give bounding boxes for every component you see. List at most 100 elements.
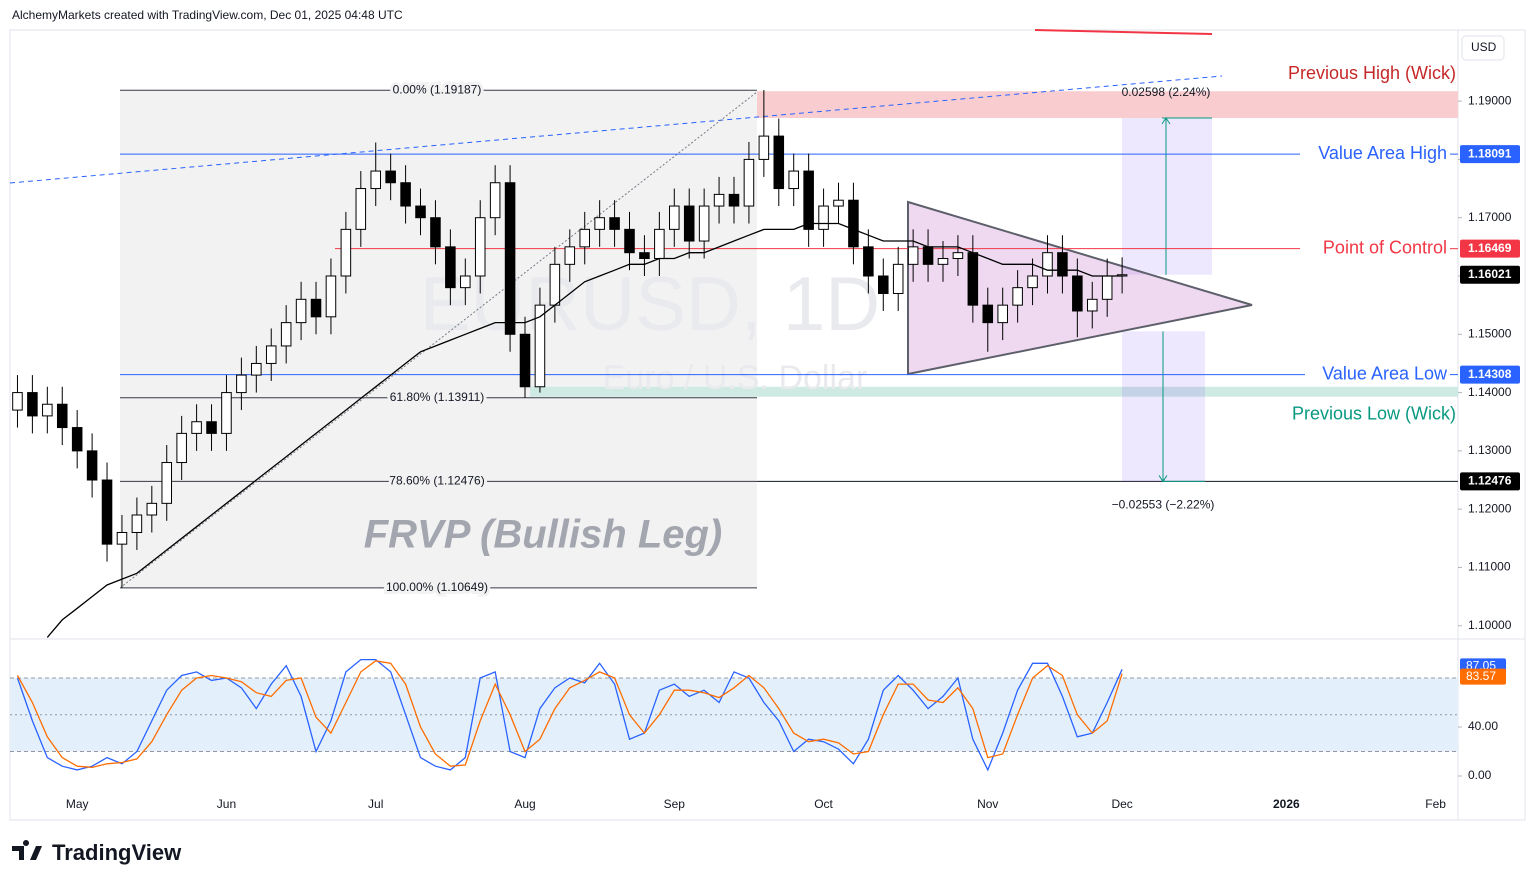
x-tick-label: Nov bbox=[977, 797, 998, 811]
candle-body bbox=[146, 502, 158, 516]
x-tick-label: 2026 bbox=[1273, 797, 1300, 811]
measure-arrowhead bbox=[1161, 117, 1171, 125]
candle-body bbox=[1057, 252, 1068, 277]
moving-average bbox=[46, 222, 1123, 638]
candle-body bbox=[101, 479, 113, 545]
y-tick-label: 1.11000 bbox=[1468, 560, 1511, 574]
fib-label: 0.00% (1.19187) bbox=[393, 82, 482, 96]
price-badge bbox=[1460, 145, 1520, 164]
candle-body bbox=[1027, 275, 1038, 289]
currency: USD bbox=[1471, 40, 1497, 54]
x-tick-label: Jul bbox=[368, 797, 383, 811]
candle-body bbox=[86, 450, 98, 481]
symbol-watermark: EURUSD, 1D bbox=[420, 262, 880, 347]
y-tick-label: 1.19000 bbox=[1468, 93, 1512, 107]
price-badge-label: 1.16469 bbox=[1468, 241, 1512, 255]
candle-body bbox=[594, 217, 605, 230]
x-tick-label: Oct bbox=[814, 797, 833, 811]
fib-trendline bbox=[119, 91, 758, 589]
zone-label: Previous Low (Wick) bbox=[1292, 403, 1456, 423]
candle-body bbox=[355, 188, 367, 230]
candle-body bbox=[564, 246, 576, 265]
fib-box bbox=[120, 90, 757, 588]
price-badge-label: 1.14308 bbox=[1468, 367, 1512, 381]
candle-body bbox=[997, 304, 1008, 324]
candle-body bbox=[370, 170, 382, 190]
osc-badge bbox=[1460, 668, 1506, 685]
zone bbox=[530, 386, 1458, 397]
candle-body bbox=[922, 246, 934, 265]
y-tick-label: 1.14000 bbox=[1468, 385, 1512, 399]
zone bbox=[757, 91, 1458, 119]
price-badge bbox=[1460, 365, 1520, 384]
zone-label: Previous High (Wick) bbox=[1288, 63, 1456, 83]
candle-body bbox=[639, 252, 650, 260]
candle-body bbox=[952, 252, 964, 260]
candle-body bbox=[1086, 298, 1098, 312]
candle-body bbox=[683, 205, 695, 242]
candle-body bbox=[669, 205, 680, 230]
candle-body bbox=[579, 228, 590, 248]
attribution: AlchemyMarkets created with TradingView.… bbox=[12, 8, 403, 22]
x-tick-label: Aug bbox=[514, 797, 535, 811]
candle-body bbox=[1072, 275, 1083, 312]
y-tick-label: 1.10000 bbox=[1468, 618, 1512, 632]
candle-body bbox=[937, 258, 949, 265]
red-line bbox=[1034, 29, 1213, 35]
osc-y-tick-label: 0.00 bbox=[1468, 768, 1492, 782]
y-tick-label: 1.15000 bbox=[1468, 326, 1512, 340]
candle-body bbox=[131, 514, 143, 533]
y-tick-label: 1.17000 bbox=[1468, 210, 1512, 224]
candle-body bbox=[788, 170, 799, 190]
logo-icon bbox=[12, 840, 42, 860]
fib-label: 100.00% (1.10649) bbox=[386, 580, 488, 594]
osc-line bbox=[16, 658, 1123, 772]
trendline bbox=[9, 75, 1223, 184]
candle-body bbox=[474, 217, 486, 277]
candle-body bbox=[176, 432, 187, 464]
currency-box bbox=[1461, 35, 1505, 61]
fib-title: FRVP (Bullish Leg) bbox=[364, 513, 723, 557]
candle-body bbox=[489, 182, 501, 219]
osc-line bbox=[16, 660, 1123, 769]
candle-body bbox=[56, 403, 68, 429]
candle-body bbox=[892, 263, 904, 294]
candle-body bbox=[878, 275, 889, 294]
candle-body bbox=[907, 246, 919, 265]
x-tick-label: Feb bbox=[1425, 797, 1446, 811]
osc-badge-label: 83.57 bbox=[1466, 669, 1496, 683]
candle-body bbox=[265, 345, 277, 364]
background-layer: FRVP (Bullish Leg) 0.00% (1.19187) 78.60% … bbox=[120, 63, 1458, 597]
x-tick-label: May bbox=[66, 797, 89, 811]
x-tick-label: Jun bbox=[217, 797, 236, 811]
candle-body bbox=[460, 275, 471, 289]
frame bbox=[9, 29, 1526, 821]
candle-body bbox=[773, 135, 785, 190]
candle-body bbox=[504, 182, 516, 335]
measure-box bbox=[1122, 118, 1212, 275]
candle-body bbox=[1101, 275, 1113, 300]
candle-body bbox=[325, 275, 337, 318]
candle-body bbox=[400, 182, 411, 207]
candle-body bbox=[251, 362, 262, 376]
candle-body bbox=[430, 217, 441, 248]
candle-body bbox=[519, 333, 531, 388]
candle-body bbox=[743, 158, 755, 207]
candle-body bbox=[967, 252, 979, 306]
candle-body bbox=[295, 298, 307, 324]
candle-body bbox=[833, 199, 844, 207]
level-label: Value Area High bbox=[1318, 143, 1447, 163]
candle-body bbox=[758, 135, 770, 160]
price-badge-label: 1.16021 bbox=[1468, 267, 1512, 281]
candle-body bbox=[1012, 287, 1023, 306]
candle-body bbox=[698, 205, 710, 242]
measure-label: 0.02598 (2.24%) bbox=[1122, 85, 1211, 99]
candle-body bbox=[280, 322, 292, 347]
level-label: Value Area Low bbox=[1322, 363, 1448, 383]
logo-text: TradingView bbox=[52, 840, 182, 865]
price-badge-label: 1.18091 bbox=[1468, 146, 1512, 160]
candle-body bbox=[713, 193, 725, 207]
price-badge bbox=[1460, 265, 1520, 284]
